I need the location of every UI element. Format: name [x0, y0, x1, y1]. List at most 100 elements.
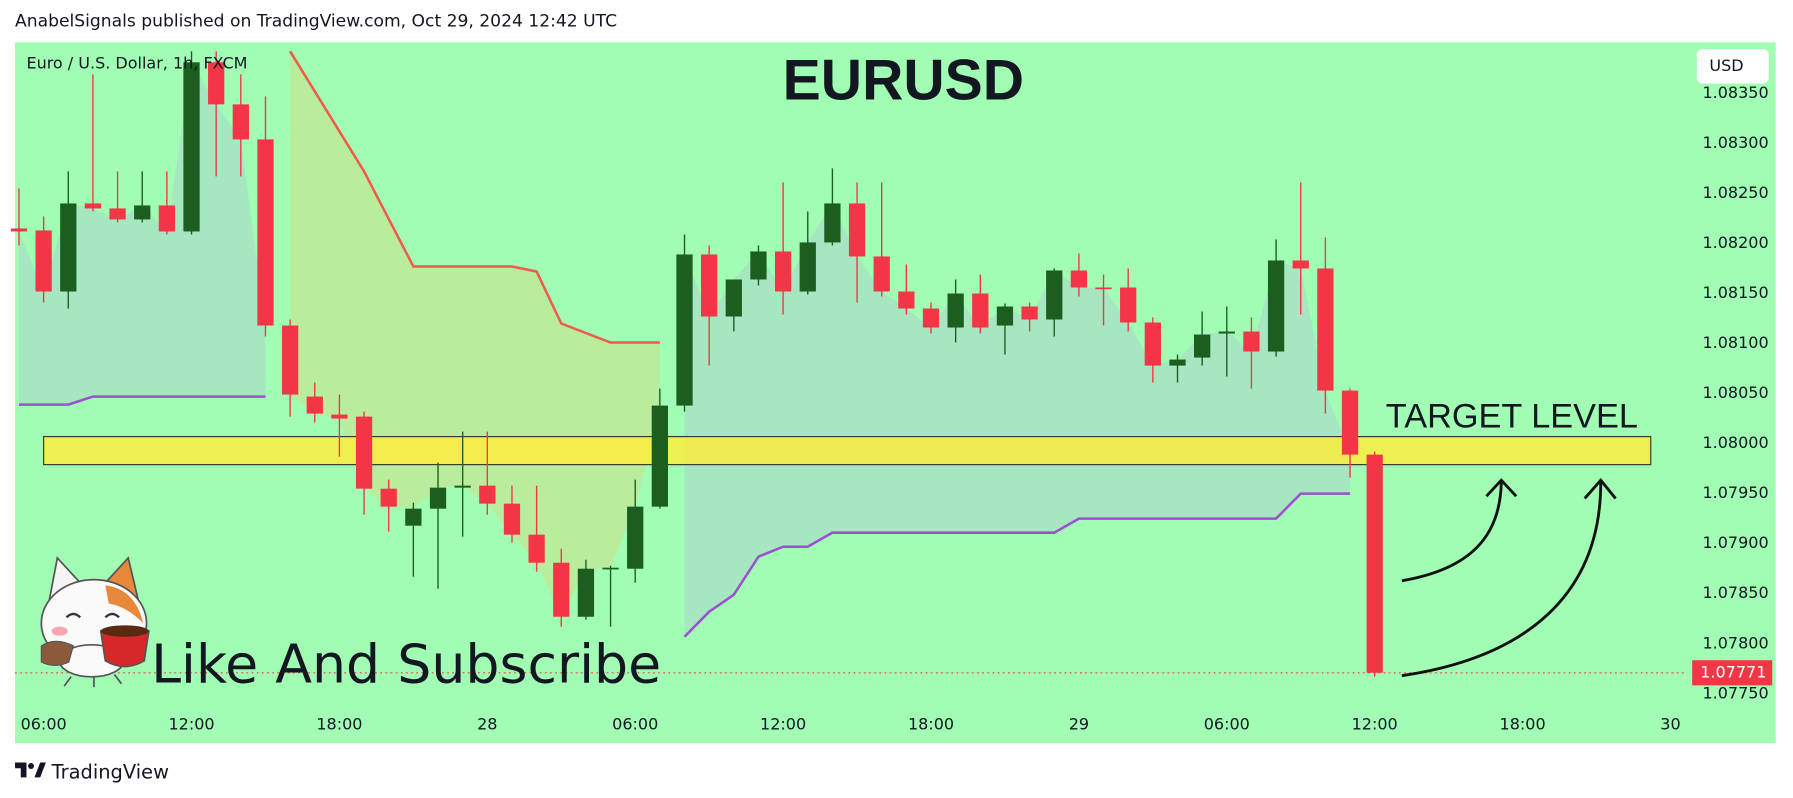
candle-body — [257, 139, 274, 326]
candle-body — [306, 396, 323, 414]
x-tick-label: 30 — [1660, 714, 1680, 733]
candle-body — [799, 242, 816, 292]
indicator-line — [18, 395, 1351, 638]
candle-body — [479, 485, 496, 504]
candle-body — [922, 308, 940, 328]
candle-body — [158, 205, 176, 232]
x-tick-label: 06:00 — [1204, 714, 1250, 733]
candle-body — [84, 203, 102, 209]
y-tick-label: 1.08000 — [1703, 433, 1769, 452]
y-tick-label: 1.08200 — [1703, 233, 1769, 252]
candle-body — [848, 203, 866, 257]
candle-body — [1021, 306, 1038, 320]
chart-title: EURUSD — [783, 49, 1024, 113]
candle-body — [355, 416, 373, 489]
candle-body — [109, 208, 126, 220]
candle-body — [774, 251, 792, 292]
candle-body — [873, 256, 890, 292]
currency-label[interactable]: USD — [1709, 56, 1743, 75]
candle-body — [10, 228, 28, 232]
candle-body — [331, 414, 348, 419]
subscribe-annotation: Like And Subscribe — [151, 632, 661, 695]
candle-body — [947, 293, 964, 328]
candle-body — [898, 291, 915, 309]
candle-body — [429, 487, 447, 509]
candle-body — [1267, 260, 1285, 352]
candle-body — [1292, 260, 1309, 269]
candle-body — [972, 293, 989, 328]
x-tick-label: 29 — [1069, 714, 1089, 733]
y-tick-label: 1.08150 — [1703, 283, 1769, 302]
y-tick-label: 1.08300 — [1703, 133, 1769, 152]
candle-body — [750, 251, 767, 280]
candle-body — [281, 325, 299, 395]
y-tick-label: 1.08050 — [1703, 383, 1769, 402]
candle-body — [183, 62, 200, 232]
candle-body — [1070, 270, 1088, 288]
candle-body — [553, 562, 570, 617]
candle-body — [1218, 331, 1235, 334]
indicator-fill — [290, 51, 660, 617]
candle-body — [35, 230, 52, 292]
candle-body — [528, 534, 545, 563]
candle-body — [725, 279, 742, 317]
indicator-fill — [18, 62, 266, 405]
y-tick-label: 1.07750 — [1703, 683, 1769, 702]
mascot — [40, 556, 150, 688]
y-tick-label: 1.07900 — [1703, 533, 1769, 552]
candle-body — [1366, 454, 1383, 673]
currency-box[interactable] — [1696, 49, 1769, 84]
candle-body — [577, 568, 595, 617]
footer-brand: TradingView — [51, 760, 169, 783]
y-tick-label: 1.07850 — [1703, 583, 1769, 602]
candle-body — [1194, 334, 1211, 358]
candle-body — [602, 567, 619, 570]
x-tick-label: 12:00 — [1352, 714, 1398, 733]
tradingview-logo — [15, 762, 46, 778]
target-label: TARGET LEVEL — [1386, 397, 1638, 435]
publish-header: AnabelSignals published on TradingView.c… — [15, 12, 617, 32]
candle-body — [701, 254, 718, 317]
candle-body — [1341, 390, 1359, 455]
symbol-info: Euro / U.S. Dollar, 1h, FXCM — [26, 54, 247, 73]
candle-body — [996, 306, 1014, 326]
x-tick-label: 06:00 — [612, 714, 658, 733]
candle-body — [232, 104, 249, 140]
x-tick-label: 18:00 — [908, 714, 954, 733]
candle-body — [503, 503, 521, 535]
candle-body — [454, 485, 471, 488]
candle-body — [627, 506, 644, 569]
last-price-label: 1.07771 — [1700, 662, 1766, 681]
candle-body — [1243, 331, 1260, 352]
arrows — [1401, 477, 1617, 678]
candle-body — [1144, 322, 1161, 366]
y-tick-label: 1.08100 — [1703, 333, 1769, 352]
y-tick-label: 1.07950 — [1703, 483, 1769, 502]
last-price-box — [1692, 660, 1773, 686]
candle-body — [380, 488, 397, 507]
y-tick-label: 1.08350 — [1703, 83, 1769, 102]
candle-body — [651, 405, 668, 507]
x-tick-label: 18:00 — [316, 714, 362, 733]
indicator-line — [289, 50, 660, 344]
x-tick-label: 06:00 — [21, 714, 67, 733]
candle-body — [1120, 287, 1137, 323]
y-tick-label: 1.08250 — [1703, 183, 1769, 202]
candle-body — [208, 62, 225, 105]
x-tick-label: 18:00 — [1500, 714, 1546, 733]
candle-body — [134, 205, 151, 220]
x-tick-label: 12:00 — [760, 714, 806, 733]
candle-body — [676, 254, 693, 406]
indicator-fill — [684, 203, 1351, 637]
candle-body — [60, 203, 77, 292]
candle-body — [1169, 359, 1186, 366]
x-tick-label: 28 — [477, 714, 497, 733]
candle-body — [1317, 268, 1334, 391]
target-zone — [43, 436, 1652, 466]
candle-body — [1046, 270, 1063, 320]
candle-body — [824, 203, 841, 243]
candle-body — [1095, 287, 1112, 290]
candle-body — [405, 508, 422, 526]
x-tick-label: 12:00 — [168, 714, 214, 733]
